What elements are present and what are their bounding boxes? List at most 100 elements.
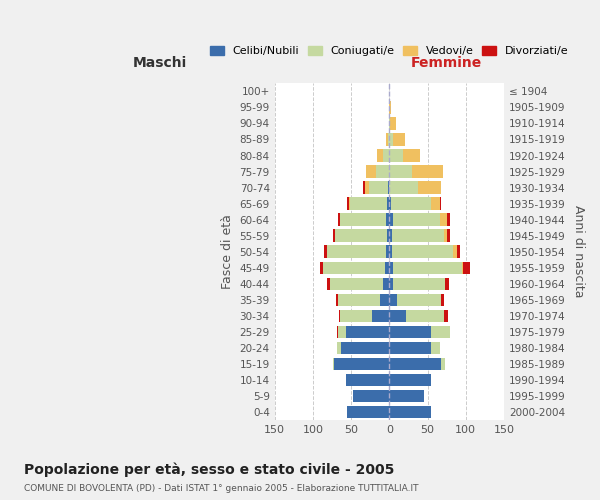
Bar: [390, 117, 396, 130]
Bar: [387, 198, 389, 210]
Bar: [329, 278, 383, 290]
Y-axis label: Anni di nascita: Anni di nascita: [572, 206, 585, 298]
Bar: [389, 326, 431, 338]
Bar: [393, 133, 404, 145]
Bar: [389, 166, 412, 178]
Bar: [353, 390, 389, 402]
Bar: [440, 214, 446, 226]
Bar: [337, 342, 341, 354]
Bar: [389, 230, 392, 242]
Bar: [349, 198, 350, 210]
Bar: [320, 262, 323, 274]
Bar: [389, 198, 391, 210]
Text: Maschi: Maschi: [133, 56, 187, 70]
Bar: [363, 182, 365, 194]
Bar: [393, 278, 445, 290]
Bar: [463, 262, 470, 274]
Bar: [334, 230, 335, 242]
Text: COMUNE DI BOVOLENTA (PD) - Dati ISTAT 1° gennaio 2005 - Elaborazione TUTTITALIA.: COMUNE DI BOVOLENTA (PD) - Dati ISTAT 1°…: [24, 484, 419, 493]
Bar: [377, 150, 383, 162]
Bar: [338, 214, 340, 226]
Bar: [389, 246, 392, 258]
Bar: [393, 214, 440, 226]
Bar: [389, 262, 393, 274]
Bar: [383, 150, 389, 162]
Bar: [412, 166, 443, 178]
Bar: [326, 278, 329, 290]
Text: Femmine: Femmine: [411, 56, 482, 70]
Bar: [389, 117, 390, 130]
Bar: [445, 278, 449, 290]
Bar: [389, 133, 393, 145]
Bar: [389, 406, 431, 418]
Bar: [388, 133, 389, 145]
Bar: [376, 166, 389, 178]
Bar: [334, 358, 389, 370]
Bar: [389, 358, 441, 370]
Bar: [441, 358, 445, 370]
Bar: [339, 310, 340, 322]
Bar: [338, 326, 346, 338]
Bar: [431, 326, 451, 338]
Bar: [341, 342, 389, 354]
Bar: [326, 246, 386, 258]
Bar: [389, 294, 397, 306]
Bar: [440, 198, 441, 210]
Text: Popolazione per età, sesso e stato civile - 2005: Popolazione per età, sesso e stato civil…: [24, 462, 394, 477]
Bar: [385, 262, 389, 274]
Bar: [338, 294, 380, 306]
Bar: [389, 214, 393, 226]
Bar: [380, 294, 389, 306]
Bar: [445, 310, 448, 322]
Bar: [431, 342, 440, 354]
Bar: [389, 182, 418, 194]
Bar: [368, 182, 388, 194]
Bar: [388, 182, 389, 194]
Bar: [389, 310, 406, 322]
Bar: [386, 246, 389, 258]
Bar: [325, 246, 326, 258]
Bar: [389, 101, 391, 114]
Bar: [323, 262, 385, 274]
Y-axis label: Fasce di età: Fasce di età: [221, 214, 234, 289]
Bar: [431, 198, 440, 210]
Bar: [418, 182, 441, 194]
Bar: [393, 262, 462, 274]
Bar: [346, 326, 389, 338]
Bar: [389, 390, 424, 402]
Bar: [391, 198, 431, 210]
Bar: [462, 262, 463, 274]
Bar: [457, 246, 460, 258]
Bar: [386, 214, 389, 226]
Bar: [397, 294, 441, 306]
Bar: [365, 182, 368, 194]
Bar: [333, 358, 334, 370]
Bar: [441, 294, 443, 306]
Bar: [446, 214, 451, 226]
Bar: [383, 278, 389, 290]
Bar: [392, 246, 454, 258]
Bar: [454, 246, 457, 258]
Bar: [340, 214, 386, 226]
Bar: [336, 294, 338, 306]
Bar: [387, 230, 389, 242]
Bar: [406, 310, 445, 322]
Bar: [335, 230, 387, 242]
Bar: [367, 166, 376, 178]
Bar: [389, 278, 393, 290]
Bar: [340, 310, 373, 322]
Bar: [347, 198, 349, 210]
Legend: Celibi/Nubili, Coniugati/e, Vedovi/e, Divorziati/e: Celibi/Nubili, Coniugati/e, Vedovi/e, Di…: [206, 42, 572, 60]
Bar: [389, 150, 403, 162]
Bar: [403, 150, 420, 162]
Bar: [392, 230, 443, 242]
Bar: [347, 406, 389, 418]
Bar: [448, 230, 451, 242]
Bar: [389, 374, 431, 386]
Bar: [337, 326, 338, 338]
Bar: [443, 230, 448, 242]
Bar: [350, 198, 387, 210]
Bar: [373, 310, 389, 322]
Bar: [386, 133, 388, 145]
Bar: [346, 374, 389, 386]
